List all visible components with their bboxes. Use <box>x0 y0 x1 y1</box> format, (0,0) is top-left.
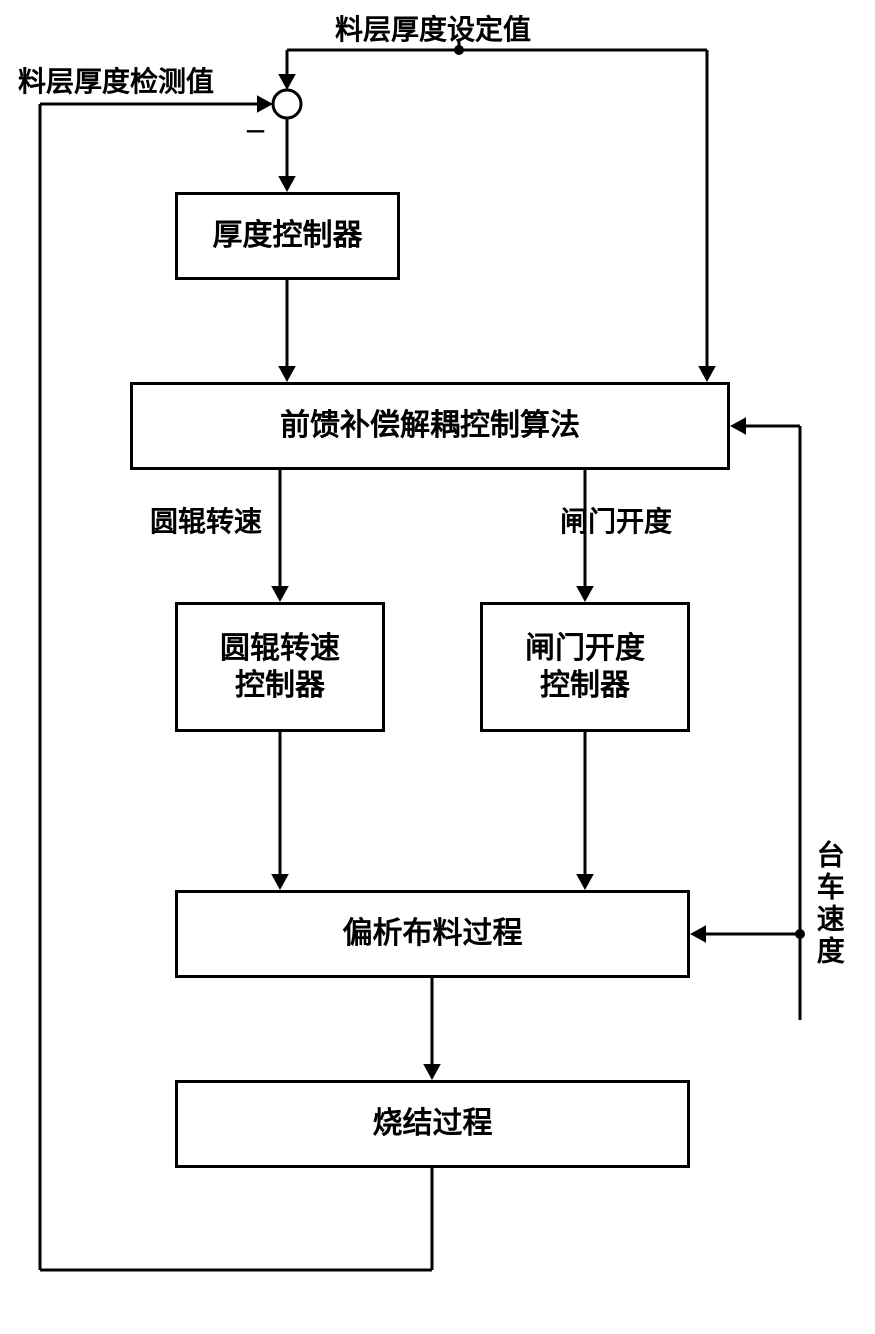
node-label: 闸门开度 控制器 <box>525 630 645 705</box>
label-feedback: 料层厚度检测值 <box>18 60 214 100</box>
node-feedforward-decoupling: 前馈补偿解耦控制算法 <box>130 382 730 470</box>
node-thickness-controller: 厚度控制器 <box>175 192 400 280</box>
label-minus: – <box>247 110 264 148</box>
node-segregation-distribution: 偏析布料过程 <box>175 890 690 978</box>
label-trolley-speed: 台车速度 <box>812 840 843 968</box>
label-setpoint: 料层厚度设定值 <box>335 8 531 48</box>
node-gate-opening-controller: 闸门开度 控制器 <box>480 602 690 732</box>
label-gate-opening: 闸门开度 <box>560 500 672 540</box>
node-roller-speed-controller: 圆辊转速 控制器 <box>175 602 385 732</box>
node-label: 圆辊转速 控制器 <box>220 630 340 705</box>
node-label: 烧结过程 <box>373 1105 493 1143</box>
node-sintering-process: 烧结过程 <box>175 1080 690 1168</box>
node-label: 厚度控制器 <box>213 217 363 255</box>
node-label: 前馈补偿解耦控制算法 <box>280 407 580 445</box>
node-label: 偏析布料过程 <box>343 915 523 953</box>
label-roller-speed: 圆辊转速 <box>150 500 262 540</box>
